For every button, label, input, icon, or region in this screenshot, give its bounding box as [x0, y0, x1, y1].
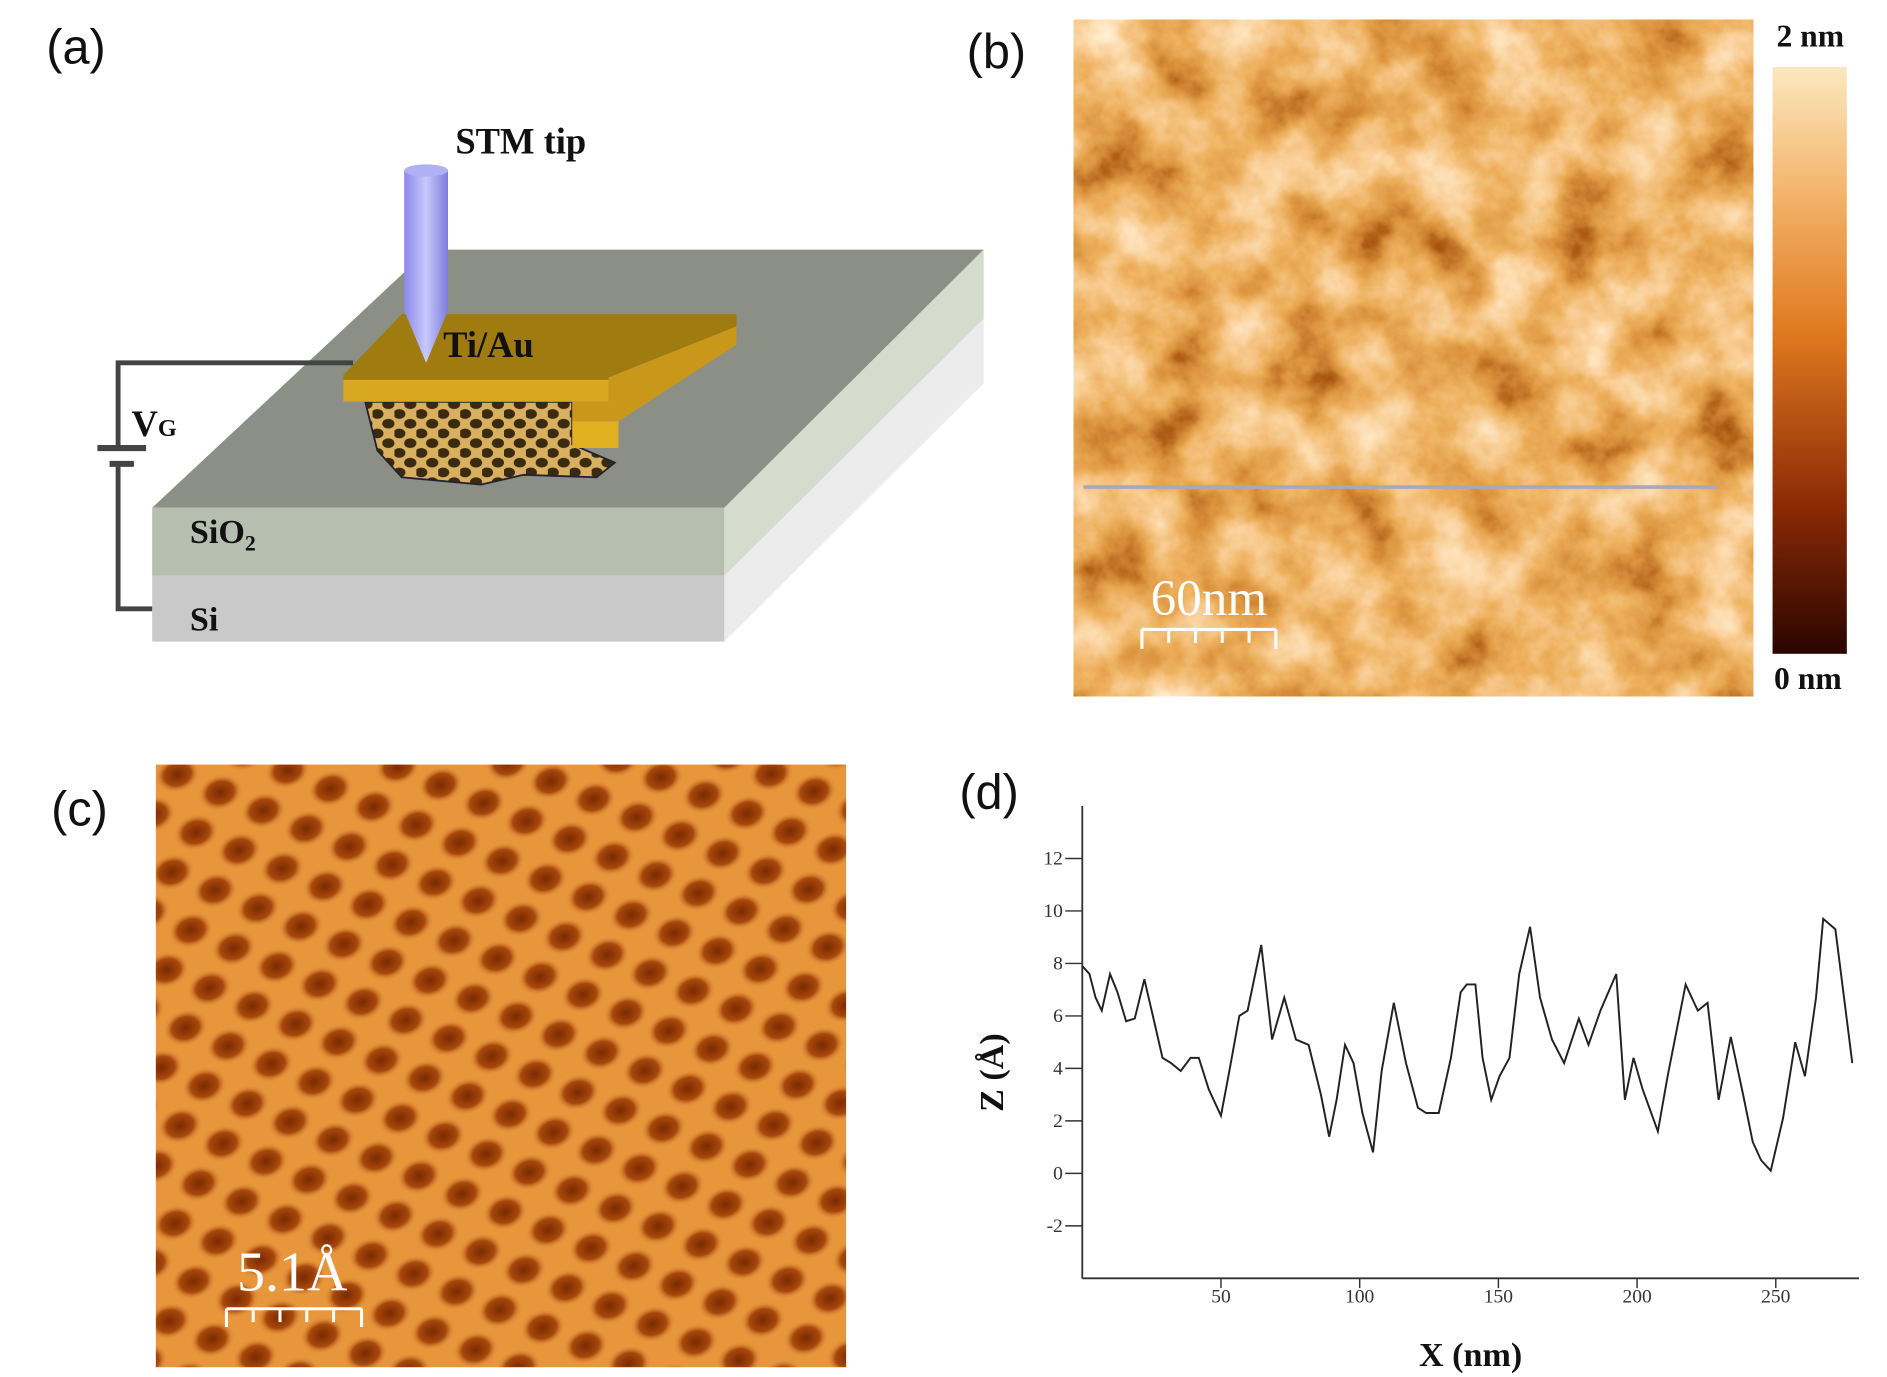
- scale-bar-label: 5.1Å: [237, 1242, 348, 1304]
- stm-tip-top: [404, 164, 449, 177]
- y-tick-label: 12: [1043, 849, 1062, 870]
- electrode-front: [343, 379, 609, 402]
- device-schematic: [97, 164, 984, 642]
- wire: [115, 360, 354, 449]
- scale-bar-label: 60nm: [1151, 570, 1267, 627]
- electrode-arm: [572, 326, 737, 422]
- panel-label: (b): [967, 25, 1027, 79]
- afm-image: [1073, 19, 1754, 697]
- panel-label: (c): [51, 782, 108, 836]
- panel-label: (d): [959, 765, 1019, 819]
- electrode-end: [572, 421, 619, 449]
- y-tick-label: 10: [1043, 901, 1062, 922]
- x-axis-label: X (nm): [1419, 1337, 1522, 1374]
- wire: [115, 463, 153, 612]
- stm-tip-apex: [404, 310, 449, 363]
- oxide-side: [724, 249, 984, 576]
- colorbar-max: 2 nm: [1776, 18, 1844, 53]
- stm-tip-shaft: [404, 170, 449, 311]
- oxide-layer: [152, 507, 725, 576]
- panel-label: (a): [46, 20, 106, 74]
- oxide-label: SiO2: [190, 514, 256, 555]
- tip-label: STM tip: [455, 120, 586, 161]
- scale-bar: [224, 1307, 364, 1328]
- silicon-side: [724, 319, 984, 642]
- oxide-main: SiO: [190, 514, 245, 551]
- profile-line: [1081, 916, 1854, 1173]
- y-tick-label: 8: [1053, 954, 1063, 975]
- y-tick-label: 6: [1053, 1006, 1063, 1027]
- silicon-layer: [152, 575, 725, 642]
- y-tick-label: -2: [1047, 1216, 1063, 1237]
- x-tick-label: 100: [1345, 1287, 1374, 1308]
- x-tick-label: 200: [1622, 1287, 1651, 1308]
- stm-image: [155, 764, 847, 1368]
- colorbar-min: 0 nm: [1774, 661, 1842, 696]
- gate-main: V: [131, 403, 157, 444]
- oxide-sub: 2: [245, 530, 256, 555]
- graphene-flake: [364, 400, 617, 486]
- colorbar: [1772, 67, 1847, 654]
- y-tick-label: 0: [1053, 1163, 1063, 1184]
- gate-label: VG: [131, 403, 176, 444]
- y-axis-label: Z (Å): [974, 1033, 1011, 1112]
- substrate-label: Si: [190, 602, 218, 639]
- line-chart: -2 0 2 4 6 8 10 12 50 100 150 200 250 X (nm) Z (Å): [974, 805, 1859, 1374]
- y-tick-label: 2: [1053, 1111, 1063, 1132]
- x-tick-label: 250: [1761, 1287, 1790, 1308]
- gate-sub: G: [158, 415, 177, 442]
- y-tick-label: 4: [1053, 1058, 1063, 1079]
- scale-bar: [1140, 627, 1278, 649]
- x-tick-label: 150: [1484, 1287, 1513, 1308]
- electrode-label: Ti/Au: [443, 324, 534, 365]
- x-tick-label: 50: [1211, 1287, 1230, 1308]
